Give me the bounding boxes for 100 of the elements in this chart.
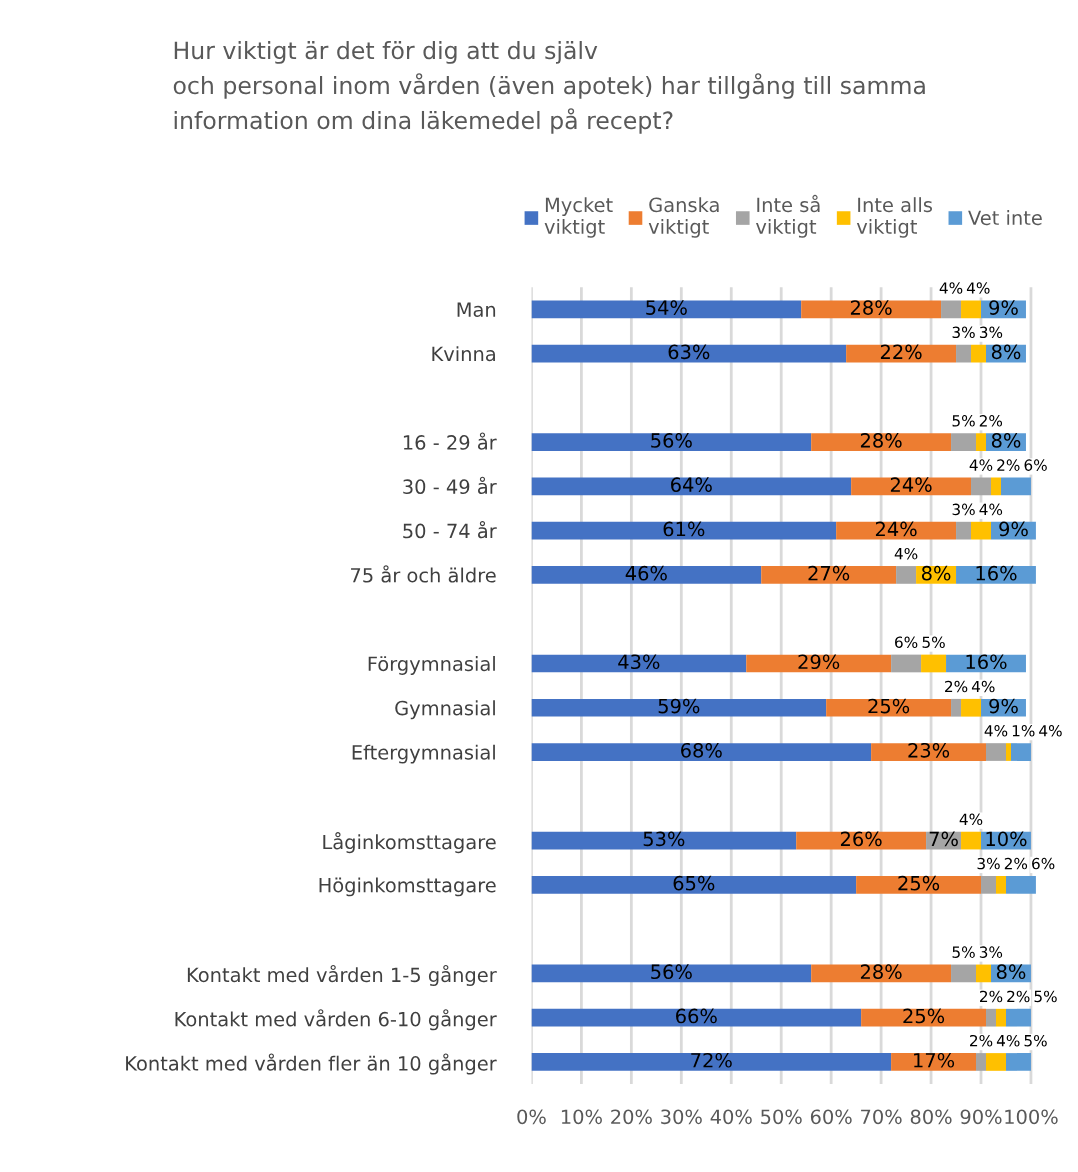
data-label: 3% <box>977 857 1000 870</box>
bar <box>801 300 942 319</box>
data-label: 5% <box>922 636 945 648</box>
data-label: 56% <box>651 964 692 980</box>
x-tick-label: 90% <box>960 1109 1002 1125</box>
bar <box>1005 876 1036 894</box>
bar <box>531 654 747 673</box>
data-label: 26% <box>840 831 882 847</box>
data-label: 54% <box>646 300 687 315</box>
data-label: 4% <box>959 813 983 826</box>
bar <box>531 300 802 319</box>
bar <box>941 300 962 319</box>
legend-label: Ganska viktigt <box>648 197 719 238</box>
bar <box>836 521 957 540</box>
data-label: 72% <box>691 1052 732 1068</box>
data-label: 8% <box>921 565 951 581</box>
data-label: 4% <box>979 503 1003 516</box>
bar <box>811 433 952 451</box>
data-label: 28% <box>850 300 892 315</box>
y-tick-label: 50 - 74 år <box>403 520 497 539</box>
data-label: 68% <box>681 742 722 758</box>
data-label: 2% <box>979 415 1003 427</box>
bar <box>951 964 977 983</box>
bar <box>1010 743 1031 761</box>
x-tick-label: 30% <box>661 1109 702 1125</box>
data-label: 25% <box>903 1008 945 1024</box>
bar <box>996 876 1006 894</box>
data-label: 9% <box>989 300 1018 315</box>
data-label: 16% <box>966 654 1007 670</box>
data-label: 2% <box>997 459 1020 471</box>
legend-label: Inte så viktigt <box>755 194 820 238</box>
bar <box>951 433 977 451</box>
bar <box>996 1008 1006 1027</box>
data-label: 4% <box>966 282 990 294</box>
bar <box>531 876 857 894</box>
bar <box>1005 1008 1031 1027</box>
bar <box>531 477 852 496</box>
data-label: 8% <box>991 344 1021 360</box>
data-label: 28% <box>860 433 902 448</box>
y-tick-label: Kontakt med vården fler än 10 gånger <box>126 1053 497 1075</box>
bar <box>826 698 952 717</box>
data-label: 7% <box>929 831 958 847</box>
bar <box>971 521 991 540</box>
data-label: 6% <box>1024 459 1047 471</box>
bar <box>961 698 982 717</box>
y-tick-label: Eftergymnasial <box>352 744 495 764</box>
data-label: 5% <box>1034 990 1057 1003</box>
data-label: 10% <box>986 831 1027 847</box>
data-label: 27% <box>808 565 850 581</box>
bar <box>761 566 897 584</box>
data-label: 3% <box>952 503 975 516</box>
bar <box>976 964 991 983</box>
x-tick-label: 40% <box>710 1109 752 1125</box>
data-label: 2% <box>1007 990 1030 1003</box>
bar <box>871 743 987 761</box>
bar <box>961 831 982 850</box>
bar <box>861 1008 987 1027</box>
x-tick-label: 10% <box>561 1109 602 1125</box>
data-label: 4% <box>894 547 918 560</box>
data-label: 46% <box>625 565 667 581</box>
bar <box>856 876 982 894</box>
bar <box>531 433 812 451</box>
data-label: 25% <box>898 875 940 891</box>
data-label: 4% <box>971 680 995 693</box>
bar <box>896 566 917 584</box>
bar <box>531 1053 892 1071</box>
data-label: 25% <box>868 698 910 714</box>
data-label: 24% <box>875 521 917 537</box>
data-label: 5% <box>952 946 975 958</box>
data-label: 6% <box>1032 857 1055 870</box>
data-label: 2% <box>945 680 968 693</box>
data-label: 63% <box>668 344 710 360</box>
x-tick-label: 20% <box>611 1109 652 1125</box>
x-tick-label: 100% <box>1005 1109 1058 1125</box>
y-tick-label: Kontakt med vården 1-5 gånger <box>187 964 497 986</box>
data-label: 66% <box>676 1008 717 1024</box>
data-label: 22% <box>880 344 922 360</box>
bar <box>956 344 972 363</box>
bar <box>1005 743 1011 761</box>
y-tick-label: 75 år och äldre <box>351 565 496 583</box>
data-label: 3% <box>952 326 975 339</box>
y-tick-label: Kvinna <box>432 346 495 362</box>
x-tick-label: 50% <box>761 1109 802 1125</box>
data-label: 23% <box>908 742 950 758</box>
bar <box>986 1008 996 1027</box>
chart-title: Hur viktigt är det för dig att du själv och personal inom vården (även apotek) har tillgång till samma information om dina läkemedel på recept? <box>173 41 925 134</box>
y-tick-label: 16 - 29 år <box>403 432 497 450</box>
bar <box>981 876 996 894</box>
x-tick-label: 0% <box>517 1109 546 1125</box>
bar <box>531 743 872 761</box>
data-label: 2% <box>970 1034 993 1047</box>
bar <box>961 300 982 319</box>
y-tick-label: Låginkomsttagare <box>323 832 496 854</box>
data-label: 28% <box>860 964 902 980</box>
data-label: 2% <box>980 990 1003 1003</box>
bar <box>921 654 947 673</box>
data-label: 65% <box>673 875 715 891</box>
data-label: 61% <box>663 521 705 537</box>
data-label: 4% <box>969 459 993 471</box>
data-label: 3% <box>979 946 1003 958</box>
